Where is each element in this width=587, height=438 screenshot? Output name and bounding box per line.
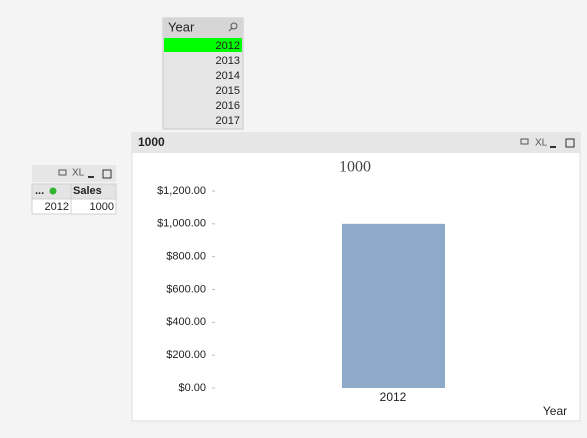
table-caption xyxy=(32,165,116,182)
table-cell: 2012 xyxy=(45,201,69,213)
list-item[interactable]: 2012 xyxy=(216,40,240,52)
list-box[interactable]: Year 2012 2013 2014 2015 2016 2017 xyxy=(162,17,244,130)
list-item[interactable]: 2014 xyxy=(216,70,240,82)
chart-caption: 1000 xyxy=(138,135,165,149)
chart-object: 1000 XL 1000 Year $0.00 $200.00 $400.00 $60… xyxy=(131,132,581,422)
y-tick-label: $400.00 xyxy=(166,316,206,328)
chart-title: 1000 xyxy=(339,159,371,176)
table-box: XL ... Sales 2012 1000 xyxy=(31,165,117,215)
y-tick-label: $200.00 xyxy=(166,349,206,361)
table-header[interactable]: Sales xyxy=(73,185,102,197)
y-tick-label: $800.00 xyxy=(166,251,206,263)
search-icon-handle xyxy=(228,27,233,32)
list-box-header xyxy=(163,18,243,38)
list-box-title: Year xyxy=(168,19,195,34)
xl-icon[interactable]: XL xyxy=(535,138,548,149)
print-icon[interactable] xyxy=(58,169,67,176)
list-item[interactable]: 2016 xyxy=(216,100,240,112)
x-tick-label: 2012 xyxy=(380,390,407,404)
list-items: 2012 2013 2014 2015 2016 2017 xyxy=(164,38,242,127)
status-dot xyxy=(49,187,57,195)
bar xyxy=(342,223,445,388)
table-data-row xyxy=(31,198,117,215)
list-item[interactable]: 2015 xyxy=(216,85,240,97)
y-tick-label: $1,200.00 xyxy=(157,185,206,197)
x-axis-title: Year xyxy=(543,404,567,418)
y-tick-label: $600.00 xyxy=(166,283,206,295)
xl-icon[interactable]: XL xyxy=(72,168,85,179)
maximize-icon[interactable] xyxy=(102,169,112,179)
list-item[interactable]: 2013 xyxy=(216,55,240,67)
table-cell: 1000 xyxy=(90,201,114,213)
y-tick-label: $0.00 xyxy=(178,382,206,394)
table-header[interactable]: ... xyxy=(35,185,44,197)
maximize-icon[interactable] xyxy=(565,138,575,148)
plot: $0.00 $200.00 $400.00 $600.00 $800.00 $1,000.… xyxy=(157,185,445,404)
y-tick-label: $1,000.00 xyxy=(157,218,206,230)
selected-row xyxy=(164,38,242,52)
chart-caption-bar xyxy=(132,133,580,153)
print-icon[interactable] xyxy=(520,138,529,145)
search-icon[interactable] xyxy=(230,22,238,30)
list-item[interactable]: 2017 xyxy=(216,115,240,127)
